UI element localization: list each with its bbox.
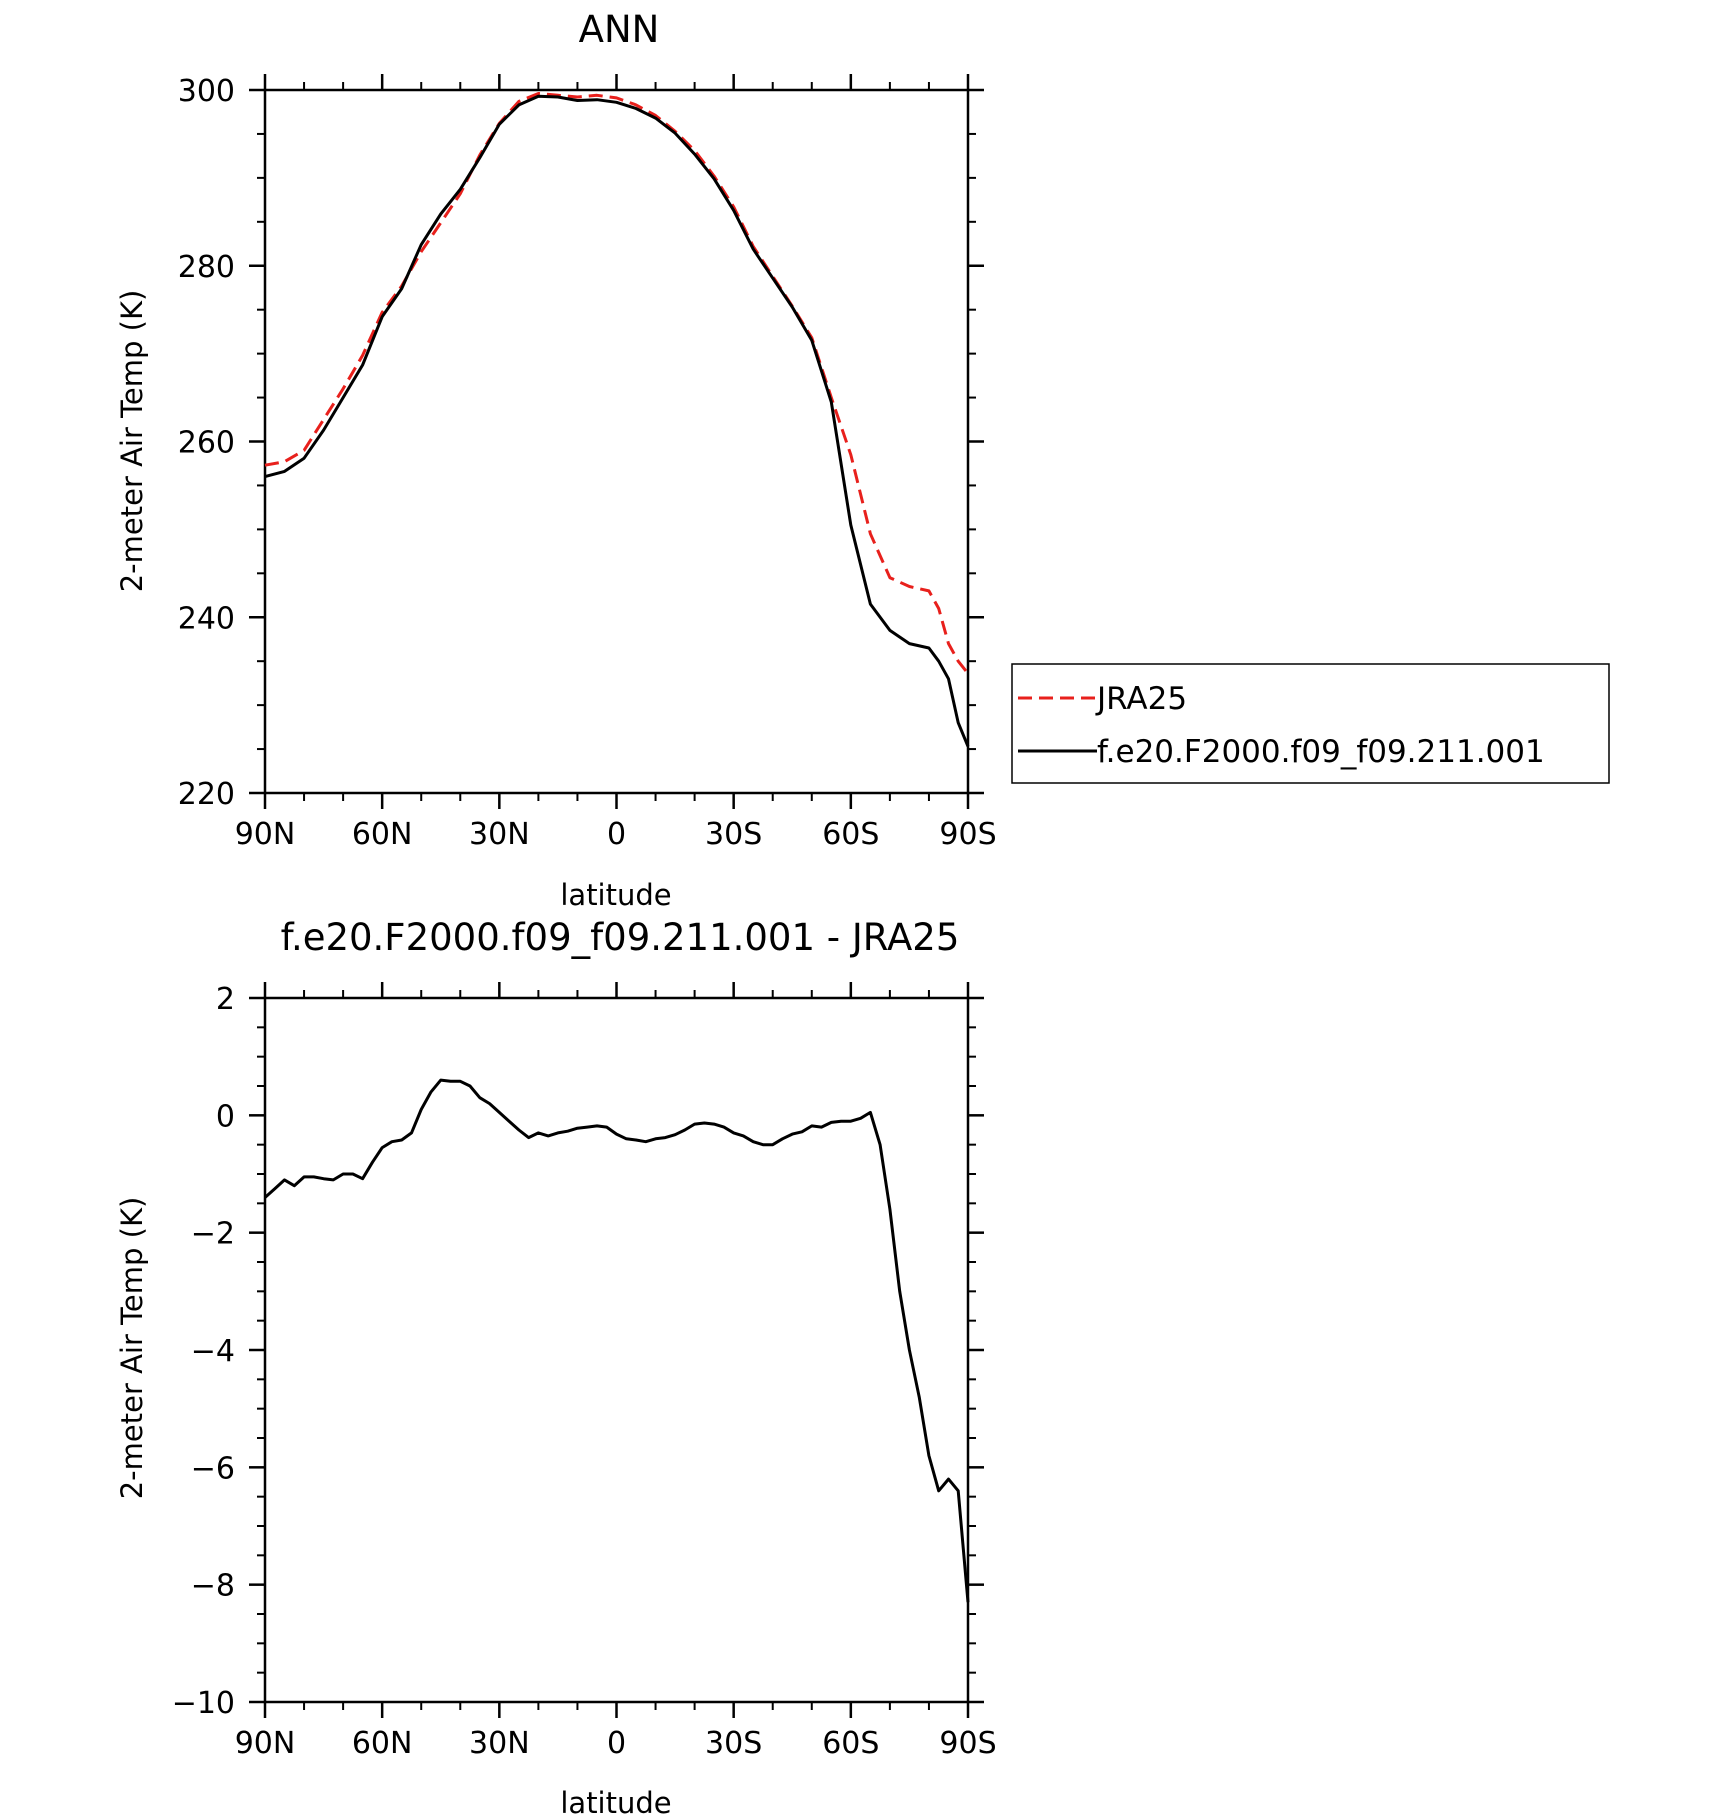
top-x-tick-label: 30N [469, 817, 530, 852]
top-x-tick-label: 60N [352, 817, 413, 852]
top-y-tick-label: 280 [178, 250, 235, 285]
legend-label-jra25: JRA25 [1095, 681, 1187, 717]
bottom-series-line-difference [263, 1078, 970, 1603]
legend-label-model: f.e20.F2000.f09_f09.211.001 [1097, 734, 1545, 770]
bottom-x-tick-label: 90S [939, 1726, 996, 1761]
top-x-tick-label: 0 [607, 817, 626, 852]
bottom-y-tick-label: −4 [191, 1334, 235, 1369]
top-x-tick-label: 90S [939, 817, 996, 852]
top-x-tick-label: 30S [705, 817, 762, 852]
top-series-line-f-e20-f2000-f09-f09-211-001 [264, 94, 970, 747]
top-axis-ticks: 90N 60N 30N 0 30S 60S 90S 220 240 260 280 300 [178, 74, 997, 852]
top-panel: ANN 90N 60N 30N 0 30S 60S 90S 220 240 260 280 300 l… [115, 8, 1610, 912]
bottom-panel: f.e20.F2000.f09_f09.211.001 - JRA25 90N 6… [115, 916, 997, 1816]
bottom-x-tick-label: 60N [352, 1726, 413, 1761]
bottom-y-tick-label: −10 [172, 1686, 235, 1721]
bottom-axis-ticks: 90N 60N 30N 0 30S 60S 90S −10 −8 −6 −4 −2 0 2 [172, 982, 997, 1761]
bottom-x-tick-label: 60S [822, 1726, 879, 1761]
top-x-tick-label: 60S [822, 817, 879, 852]
bottom-y-tick-label: −2 [191, 1217, 235, 1252]
bottom-plot-frame [263, 996, 970, 1704]
top-series-lines [264, 92, 970, 747]
bottom-x-tick-label: 0 [607, 1726, 626, 1761]
bottom-x-tick-label: 30N [469, 1726, 530, 1761]
top-x-axis-label: latitude [560, 878, 671, 912]
top-y-tick-label: 260 [178, 426, 235, 461]
top-y-tick-label: 240 [178, 601, 235, 636]
top-series-line-jra25 [264, 92, 970, 675]
bottom-y-tick-label: 0 [216, 1099, 235, 1134]
bottom-x-axis-label: latitude [560, 1786, 671, 1816]
bottom-x-tick-label: 90N [235, 1726, 296, 1761]
bottom-y-tick-label: 2 [216, 982, 235, 1017]
bottom-series-lines [263, 1078, 970, 1603]
top-chart-title: ANN [579, 8, 660, 51]
bottom-x-tick-label: 30S [705, 1726, 762, 1761]
top-plot-frame [263, 88, 970, 795]
bottom-y-axis-label: 2-meter Air Temp (K) [115, 1197, 149, 1500]
bottom-chart-title: f.e20.F2000.f09_f09.211.001 - JRA25 [281, 916, 960, 959]
top-y-axis-label: 2-meter Air Temp (K) [115, 290, 149, 593]
bottom-y-tick-label: −6 [191, 1451, 235, 1486]
top-x-tick-label: 90N [235, 817, 296, 852]
top-y-tick-label: 300 [178, 74, 235, 109]
bottom-y-tick-label: −8 [191, 1569, 235, 1604]
top-y-tick-label: 220 [178, 777, 235, 812]
legend: JRA25 f.e20.F2000.f09_f09.211.001 [1011, 663, 1610, 784]
legend-box [1011, 663, 1610, 784]
